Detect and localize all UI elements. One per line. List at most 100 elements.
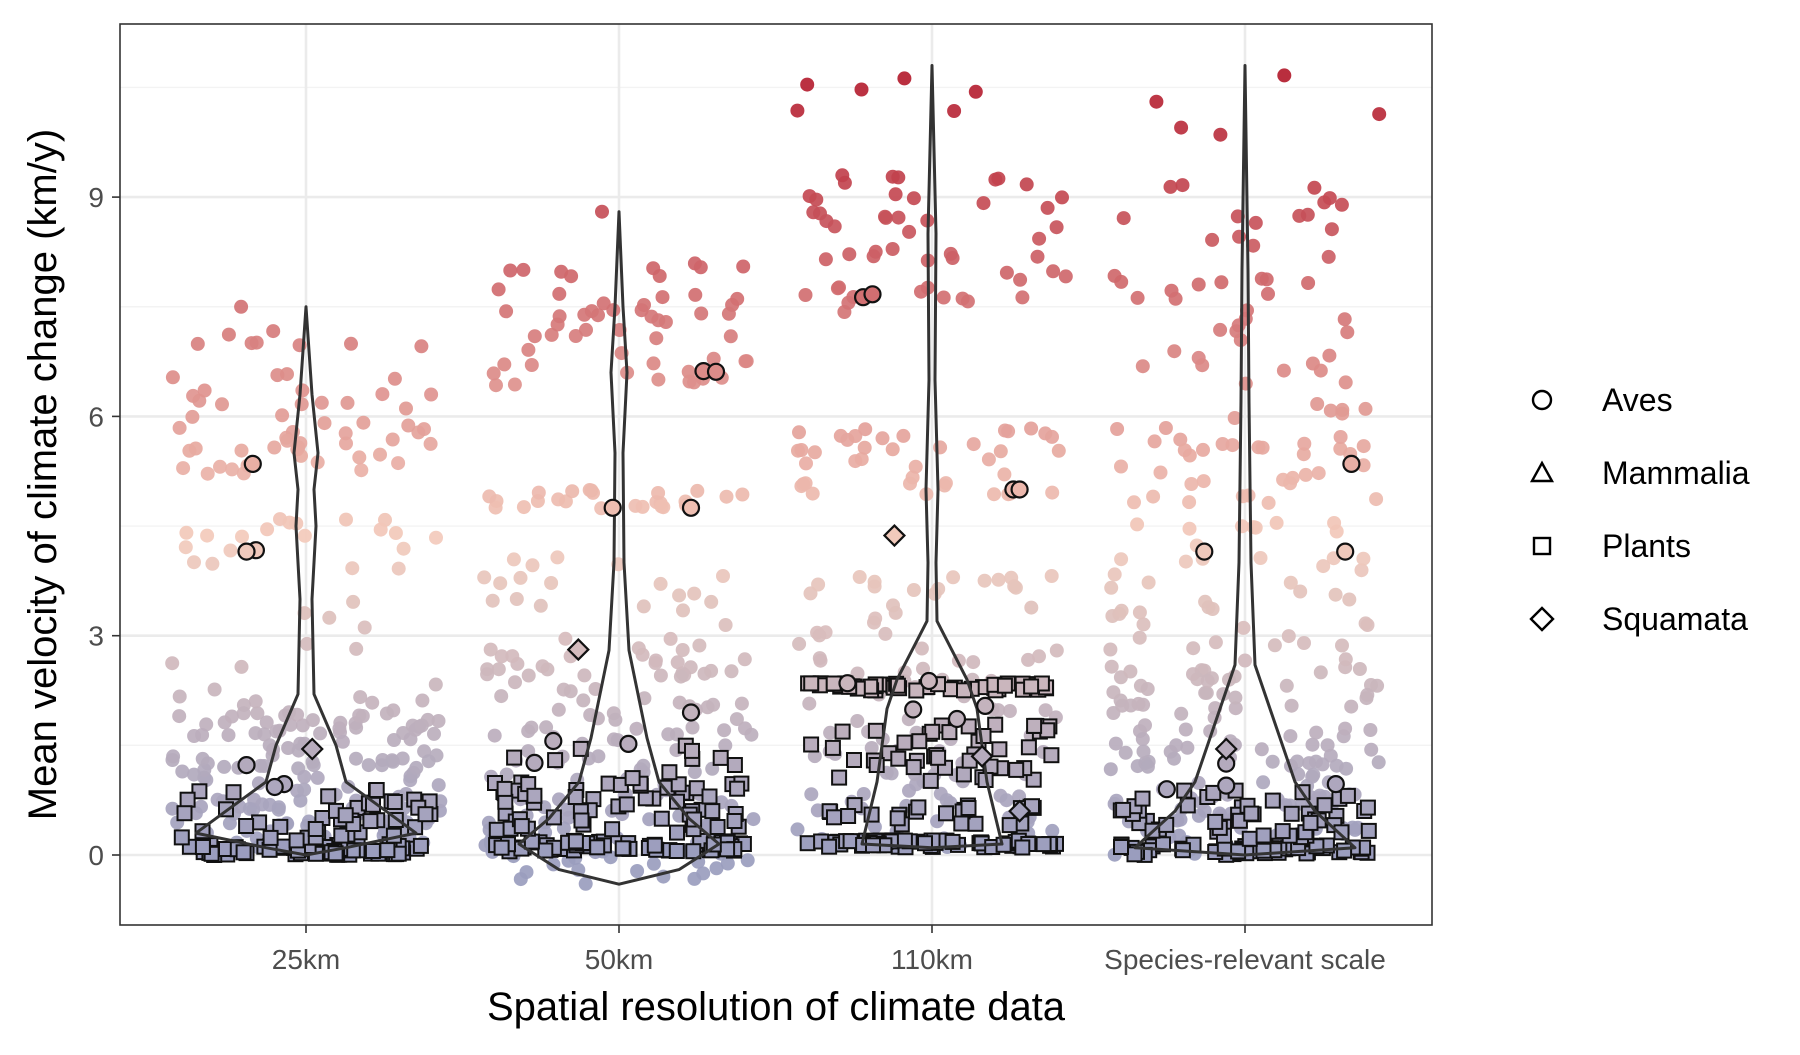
data-point [172, 689, 187, 704]
data-point [1174, 120, 1189, 135]
data-point [807, 749, 822, 764]
plant-point [684, 742, 700, 759]
data-point [740, 853, 755, 868]
data-point [916, 661, 930, 676]
data-point [1118, 745, 1133, 760]
data-point [688, 287, 703, 302]
data-point [396, 541, 411, 556]
data-point [1261, 286, 1275, 301]
data-point [896, 428, 911, 443]
plant-point [908, 682, 925, 699]
data-point [560, 802, 575, 817]
data-point [379, 706, 394, 721]
data-point [200, 528, 215, 543]
data-point [349, 641, 364, 656]
data-point [1256, 775, 1271, 790]
data-point [693, 260, 708, 275]
data-point [1310, 397, 1325, 411]
data-point [385, 432, 400, 447]
data-point [550, 550, 565, 565]
data-point [293, 793, 308, 808]
data-point [1103, 762, 1118, 777]
data-point [866, 249, 881, 264]
aves-point [544, 731, 563, 751]
data-point [1342, 592, 1357, 607]
data-point [987, 487, 1001, 502]
x-axis-ticks: 25km 50km 110km Species-relevant scale [272, 925, 1386, 975]
data-point [730, 291, 745, 306]
data-point [1228, 701, 1243, 716]
data-point [694, 306, 709, 321]
data-point [805, 486, 820, 501]
data-point [259, 715, 274, 730]
plant-point [896, 734, 913, 751]
data-point [1248, 520, 1263, 535]
plant-point [1339, 787, 1356, 804]
plant-point [179, 791, 196, 808]
data-point [991, 171, 1006, 186]
data-point [313, 726, 328, 741]
plant-point [262, 829, 279, 846]
data-point [1323, 403, 1338, 418]
data-point [519, 865, 534, 880]
data-point [505, 649, 520, 664]
data-point [1334, 197, 1349, 212]
data-point [1293, 584, 1308, 599]
data-point [205, 556, 220, 571]
plant-point [709, 819, 726, 835]
data-point [709, 861, 724, 876]
data-point [1058, 269, 1073, 284]
plant-point [1336, 842, 1353, 859]
plant-point [1207, 813, 1224, 830]
data-point [1265, 754, 1280, 769]
data-point [902, 783, 916, 798]
plant-point [493, 839, 510, 856]
data-point [867, 819, 882, 834]
data-point [997, 467, 1012, 482]
data-point [1320, 738, 1335, 753]
data-point [361, 758, 376, 773]
plant-point [991, 741, 1008, 758]
data-point [1283, 476, 1298, 491]
data-point [739, 354, 754, 369]
data-point [539, 720, 554, 735]
data-point [234, 659, 249, 674]
data-point [813, 653, 828, 668]
data-point [427, 726, 441, 741]
data-point [746, 812, 761, 827]
plant-point [824, 739, 841, 756]
data-point [172, 420, 187, 435]
data-point [878, 210, 893, 225]
data-point [636, 758, 651, 773]
data-point [493, 576, 508, 591]
data-point [1196, 474, 1211, 489]
plant-point [537, 842, 554, 859]
data-point [1106, 685, 1121, 700]
data-point [339, 512, 353, 527]
data-point [1279, 678, 1294, 693]
data-point [477, 570, 492, 585]
legend-label: Plants [1602, 528, 1691, 564]
data-point [401, 418, 416, 433]
data-point [222, 816, 237, 831]
plant-point [701, 788, 718, 805]
plant-point [386, 794, 403, 810]
data-point [1296, 447, 1311, 462]
violin-2 [860, 64, 1004, 850]
data-point [415, 693, 430, 708]
data-point [429, 530, 443, 545]
data-point [720, 856, 735, 871]
data-point [864, 741, 879, 755]
data-point [341, 779, 356, 794]
data-point [297, 769, 312, 784]
plant-point [176, 805, 193, 822]
plant-point [1255, 827, 1272, 844]
plant-point [960, 800, 977, 816]
data-point [345, 561, 360, 576]
data-point [595, 204, 609, 219]
plant-point [686, 811, 703, 828]
data-point [1132, 605, 1147, 620]
plant-point [803, 675, 820, 692]
data-point [630, 864, 645, 878]
